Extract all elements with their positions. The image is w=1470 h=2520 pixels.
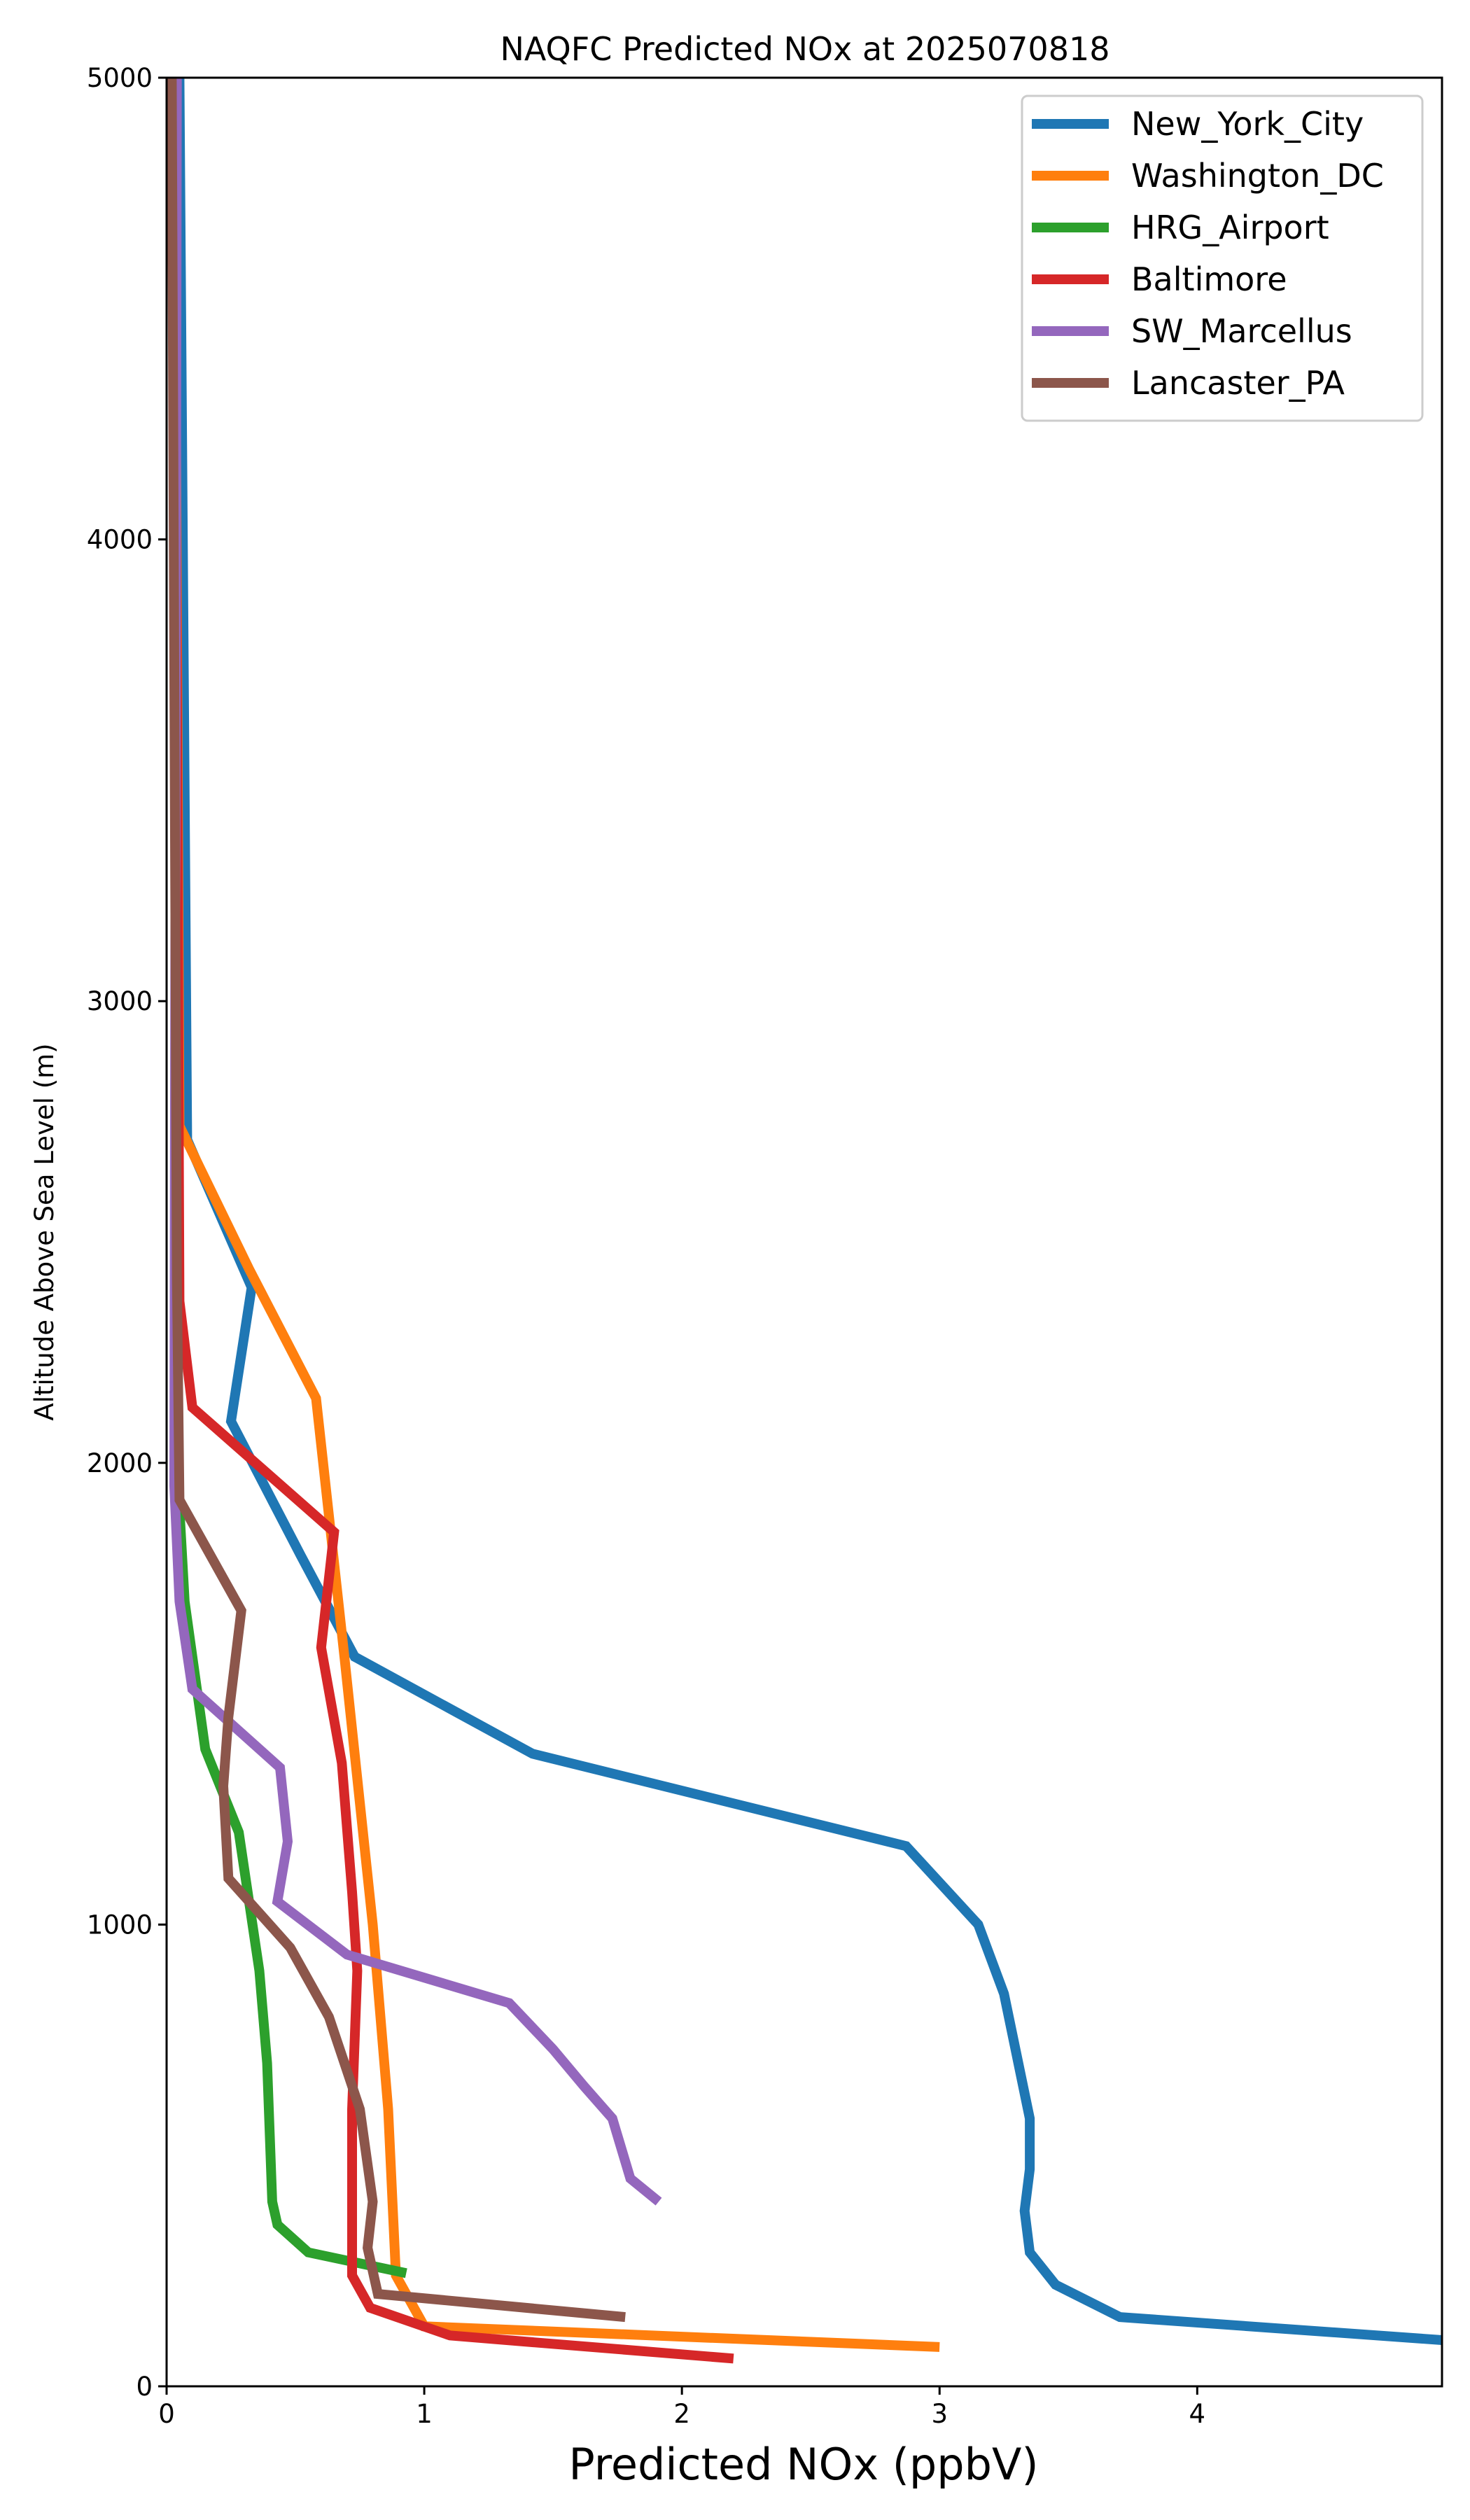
x-tick-label: 4 [1189, 2399, 1206, 2429]
legend-label-washington-dc: Washington_DC [1131, 157, 1384, 195]
chart-title: NAQFC Predicted NOx at 2025070818 [500, 30, 1110, 68]
legend-label-baltimore: Baltimore [1131, 260, 1287, 298]
series-line-new-york-city [174, 77, 1443, 2345]
x-tick-label: 1 [416, 2399, 433, 2429]
legend-label-lancaster-pa: Lancaster_PA [1131, 364, 1345, 402]
y-axis: 0 1000 2000 3000 4000 5000 [87, 63, 167, 2402]
plot-frame [165, 76, 1443, 2388]
y-tick-label: 3000 [87, 986, 153, 1016]
x-axis: 0 1 2 3 4 [158, 2386, 1205, 2429]
series-line-baltimore [169, 77, 734, 2364]
y-tick-label: 4000 [87, 525, 153, 555]
series-line-lancaster-pa [167, 77, 626, 2323]
x-tick-label: 0 [158, 2399, 175, 2429]
y-tick-label: 2000 [87, 1448, 153, 1478]
legend-frame [1021, 94, 1424, 422]
x-axis-label: Predicted NOx (ppbV) [568, 2439, 1038, 2490]
legend-label-new-york-city: New_York_City [1131, 105, 1364, 143]
x-tick-label: 2 [673, 2399, 690, 2429]
series-layer [167, 77, 1443, 2364]
y-tick-label: 0 [136, 2372, 153, 2402]
series-line-sw-marcellus [169, 77, 662, 2206]
series-line-washington-dc [169, 77, 940, 2352]
legend-label-hrg-airport: HRG_Airport [1131, 209, 1329, 246]
x-tick-label: 3 [931, 2399, 948, 2429]
y-tick-label: 5000 [87, 63, 153, 93]
legend-label-sw-marcellus: SW_Marcellus [1131, 312, 1352, 350]
legend: New_York_City Washington_DC HRG_Airport Bal… [1021, 94, 1424, 422]
y-axis-label: Altitude Above Sea Level (m) [29, 1043, 59, 1420]
y-tick-label: 1000 [87, 1910, 153, 1940]
